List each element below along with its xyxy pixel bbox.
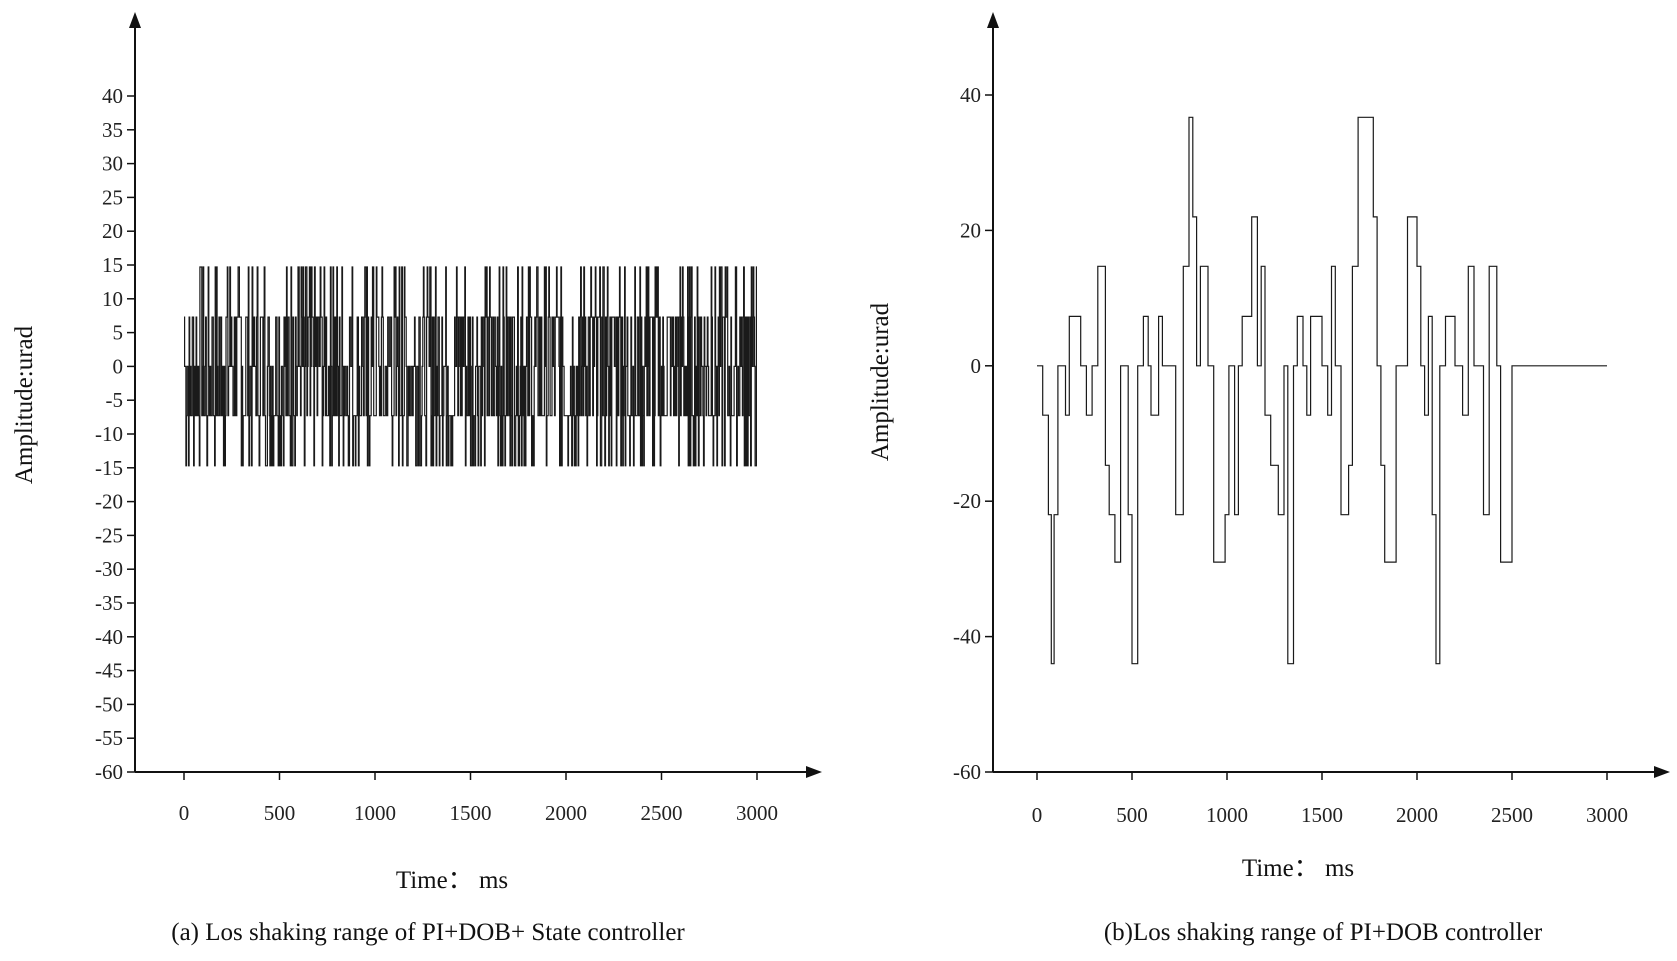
panel-b-ytick-label: -40 bbox=[953, 625, 981, 649]
panel-a-ytick-label: 0 bbox=[113, 354, 124, 378]
panel-b-caption: (b)Los shaking range of PI+DOB controlle… bbox=[1104, 919, 1543, 946]
panel-a-ytick-label: -60 bbox=[95, 760, 123, 784]
panel-a-ytick-label: -25 bbox=[95, 523, 123, 547]
panel-a-xtick-label: 3000 bbox=[736, 801, 778, 825]
panel-a-ytick-label: 5 bbox=[113, 321, 124, 345]
panel-b-xtick-label: 3000 bbox=[1586, 803, 1628, 827]
panel-b: Amplitude:urad Time： ms (b)Los shaking r… bbox=[867, 12, 1670, 946]
panel-b-y-axis-arrow bbox=[987, 12, 999, 28]
panel-b-xtick-label: 500 bbox=[1116, 803, 1148, 827]
panel-a-ytick-label: 40 bbox=[102, 84, 123, 108]
panel-a-ytick-label: -20 bbox=[95, 490, 123, 514]
panel-a-xtick-label: 0 bbox=[179, 801, 190, 825]
panel-a-ytick-label: -15 bbox=[95, 456, 123, 480]
panel-b-ytick-label: -60 bbox=[953, 760, 981, 784]
panel-a-y-axis-arrow bbox=[129, 12, 141, 28]
panel-a-series-line bbox=[184, 266, 757, 467]
panel-a-ylabel: Amplitude:urad bbox=[11, 325, 38, 484]
panel-b-xtick-label: 1000 bbox=[1206, 803, 1248, 827]
panel-a-ytick-label: -45 bbox=[95, 659, 123, 683]
panel-a-ytick-label: -40 bbox=[95, 625, 123, 649]
panel-b-ytick-label: 20 bbox=[960, 218, 981, 242]
panel-b-ylabel: Amplitude:urad bbox=[867, 302, 894, 461]
panel-a-ytick-label: 10 bbox=[102, 287, 123, 311]
panel-a-ytick-label: -5 bbox=[106, 388, 124, 412]
panel-b-ytick-label: -20 bbox=[953, 489, 981, 513]
panel-a-xtick-label: 1000 bbox=[354, 801, 396, 825]
panel-a-xlabel: Time： ms bbox=[396, 867, 508, 894]
panel-a-ytick-label: -10 bbox=[95, 422, 123, 446]
panel-a-ytick-label: -50 bbox=[95, 692, 123, 716]
panel-a-ytick-label: -35 bbox=[95, 591, 123, 615]
panel-a-ytick-label: 35 bbox=[102, 118, 123, 142]
panel-b-series-line bbox=[1037, 116, 1607, 665]
panel-a-ytick-label: 30 bbox=[102, 152, 123, 176]
panel-a-x-axis-arrow bbox=[806, 766, 822, 778]
panel-a-xtick-label: 2000 bbox=[545, 801, 587, 825]
panel-a-ytick-label: 25 bbox=[102, 185, 123, 209]
panel-b-x-axis-arrow bbox=[1654, 766, 1670, 778]
panel-b-xtick-label: 2000 bbox=[1396, 803, 1438, 827]
panel-a-xtick-label: 1500 bbox=[450, 801, 492, 825]
panel-b-xtick-label: 2500 bbox=[1491, 803, 1533, 827]
panel-a: Amplitude:urad Time： ms (a) Los shaking … bbox=[11, 12, 822, 946]
panel-b-xtick-label: 0 bbox=[1032, 803, 1043, 827]
panel-a-xtick-label: 2500 bbox=[641, 801, 683, 825]
panel-a-ytick-label: 15 bbox=[102, 253, 123, 277]
panel-a-ytick-label: -30 bbox=[95, 557, 123, 581]
panel-b-ytick-label: 40 bbox=[960, 83, 981, 107]
panel-a-ytick-label: 20 bbox=[102, 219, 123, 243]
panel-b-xlabel: Time： ms bbox=[1242, 855, 1354, 882]
panel-b-xtick-label: 1500 bbox=[1301, 803, 1343, 827]
panel-b-ytick-label: 0 bbox=[971, 354, 982, 378]
panel-a-caption: (a) Los shaking range of PI+DOB+ State c… bbox=[171, 919, 685, 946]
panel-a-xtick-label: 500 bbox=[264, 801, 296, 825]
panel-a-ytick-label: -55 bbox=[95, 726, 123, 750]
